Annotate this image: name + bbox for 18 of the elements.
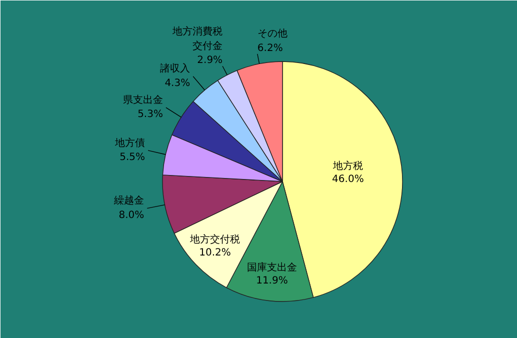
- slice-label: 地方債: [114, 136, 146, 149]
- slice-label: 県支出金: [122, 94, 163, 106]
- data-label: 10.2%: [199, 247, 231, 258]
- data-label: 6.2%: [257, 42, 283, 54]
- slice-label: その他: [257, 28, 288, 40]
- data-label: 5.3%: [138, 109, 163, 120]
- slice-label: 地方消費税交付金: [172, 26, 223, 52]
- slice-label: 諸収入: [160, 62, 190, 75]
- data-label: 4.3%: [164, 78, 190, 90]
- slice-label: 繰越金: [113, 194, 144, 207]
- slice-label: 地方税: [332, 160, 363, 172]
- data-label: 11.9%: [256, 276, 288, 287]
- data-label: 5.5%: [120, 152, 146, 164]
- data-label: 2.9%: [197, 55, 223, 66]
- data-label: 46.0%: [332, 174, 364, 186]
- data-label: 8.0%: [118, 210, 144, 221]
- slice-label: 国庫支出金: [246, 261, 297, 274]
- slice-label: 地方交付税: [189, 233, 240, 246]
